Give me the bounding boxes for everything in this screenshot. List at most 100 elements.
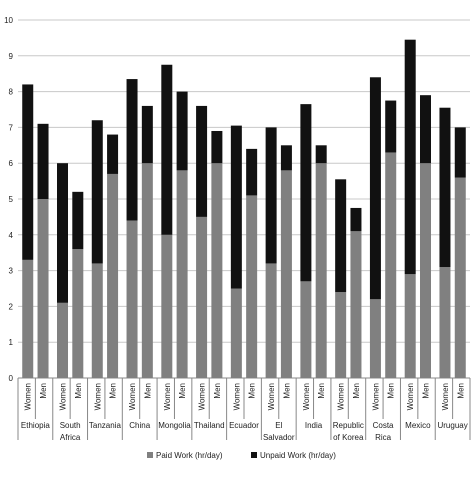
bar-unpaid-work: [350, 207, 362, 232]
bar-unpaid-work: [385, 100, 397, 153]
bar-unpaid-work: [196, 105, 208, 217]
country-label: of Korea: [333, 433, 364, 442]
country-label: India: [305, 421, 323, 430]
y-tick-label: 3: [9, 267, 14, 276]
bar-unpaid-work: [246, 148, 258, 196]
gender-label: Women: [232, 383, 241, 410]
bar-paid-work: [350, 231, 362, 378]
bar-unpaid-work: [57, 163, 69, 303]
bar-paid-work: [419, 163, 431, 378]
bar-unpaid-work: [22, 84, 34, 260]
gender-label: Men: [421, 383, 430, 399]
country-label: China: [129, 421, 150, 430]
bar-paid-work: [280, 170, 292, 378]
country-label: Salvador: [263, 433, 295, 442]
bar-unpaid-work: [454, 127, 466, 178]
bar-paid-work: [107, 173, 119, 378]
gender-label: Men: [109, 383, 118, 399]
y-tick-label: 7: [9, 123, 14, 132]
gender-label: Men: [456, 383, 465, 399]
y-tick-label: 1: [9, 338, 14, 347]
bar-paid-work: [454, 177, 466, 378]
bar-paid-work: [141, 163, 153, 378]
bar-unpaid-work: [230, 125, 242, 289]
gender-label: Women: [406, 383, 415, 410]
bar-unpaid-work: [161, 64, 173, 235]
bar-paid-work: [22, 259, 34, 378]
bar-unpaid-work: [126, 79, 138, 221]
gender-label: Men: [39, 383, 48, 399]
bar-unpaid-work: [404, 39, 416, 275]
bar-paid-work: [265, 263, 277, 378]
y-tick-label: 6: [9, 159, 14, 168]
bar-unpaid-work: [176, 91, 188, 171]
gender-label: Men: [143, 383, 152, 399]
y-tick-label: 4: [9, 231, 14, 240]
bar-unpaid-work: [211, 130, 223, 164]
country-label: South: [60, 421, 81, 430]
bar-paid-work: [37, 199, 49, 378]
bar-unpaid-work: [280, 145, 292, 171]
country-label: Ecuador: [229, 421, 259, 430]
gender-label: Women: [267, 383, 276, 410]
country-label: Africa: [60, 433, 81, 442]
country-label: Thailand: [194, 421, 225, 430]
legend-swatch: [147, 452, 153, 458]
y-tick-label: 10: [4, 16, 13, 25]
bar-paid-work: [230, 288, 242, 378]
bar-paid-work: [300, 281, 312, 378]
country-label: Uruguay: [437, 421, 467, 430]
bar-paid-work: [57, 302, 69, 378]
gender-label: Women: [337, 383, 346, 410]
country-label: El: [275, 421, 282, 430]
country-label: Rica: [375, 433, 392, 442]
bar-paid-work: [161, 234, 173, 378]
bar-unpaid-work: [37, 123, 49, 199]
gender-label: Men: [213, 383, 222, 399]
x-axis-labels: Women Men Ethiopia Women Men South Africa Women…: [21, 383, 468, 442]
bar-paid-work: [369, 299, 381, 378]
bar-paid-work: [196, 216, 208, 378]
bar-unpaid-work: [335, 179, 347, 293]
bar-paid-work: [335, 292, 347, 378]
gender-label: Women: [128, 383, 137, 410]
bar-paid-work: [315, 163, 327, 378]
bar-paid-work: [385, 152, 397, 378]
country-label: Mexico: [405, 421, 431, 430]
country-label: Ethiopia: [21, 421, 50, 430]
bar-unpaid-work: [369, 77, 381, 300]
gender-label: Men: [282, 383, 291, 399]
gender-label: Men: [248, 383, 257, 399]
country-label: Mongolia: [158, 421, 191, 430]
bar-unpaid-work: [439, 107, 451, 268]
gender-label: Men: [387, 383, 396, 399]
gender-label: Men: [74, 383, 83, 399]
gender-label: Women: [163, 383, 172, 410]
gender-label: Women: [441, 383, 450, 410]
bar-unpaid-work: [107, 134, 119, 174]
y-tick-label: 8: [9, 88, 14, 97]
bar-paid-work: [404, 274, 416, 378]
legend: Paid Work (hr/day) Unpaid Work (hr/day): [147, 451, 336, 460]
bar-paid-work: [176, 170, 188, 378]
gender-label: Women: [24, 383, 33, 410]
gender-label: Women: [59, 383, 68, 410]
bars: [22, 39, 466, 378]
bar-unpaid-work: [91, 120, 103, 264]
bar-paid-work: [126, 220, 138, 378]
bar-paid-work: [246, 195, 258, 378]
legend-swatch: [251, 452, 257, 458]
y-tick-label: 2: [9, 302, 14, 311]
axes: [17, 377, 471, 440]
country-label: Tanzania: [89, 421, 122, 430]
legend-label: Paid Work (hr/day): [156, 451, 223, 460]
bar-unpaid-work: [141, 105, 153, 164]
bar-paid-work: [91, 263, 103, 378]
bar-unpaid-work: [300, 104, 312, 282]
gender-label: Men: [352, 383, 361, 399]
gender-label: Women: [302, 383, 311, 410]
gender-label: Women: [93, 383, 102, 410]
y-tick-label: 0: [9, 374, 14, 383]
